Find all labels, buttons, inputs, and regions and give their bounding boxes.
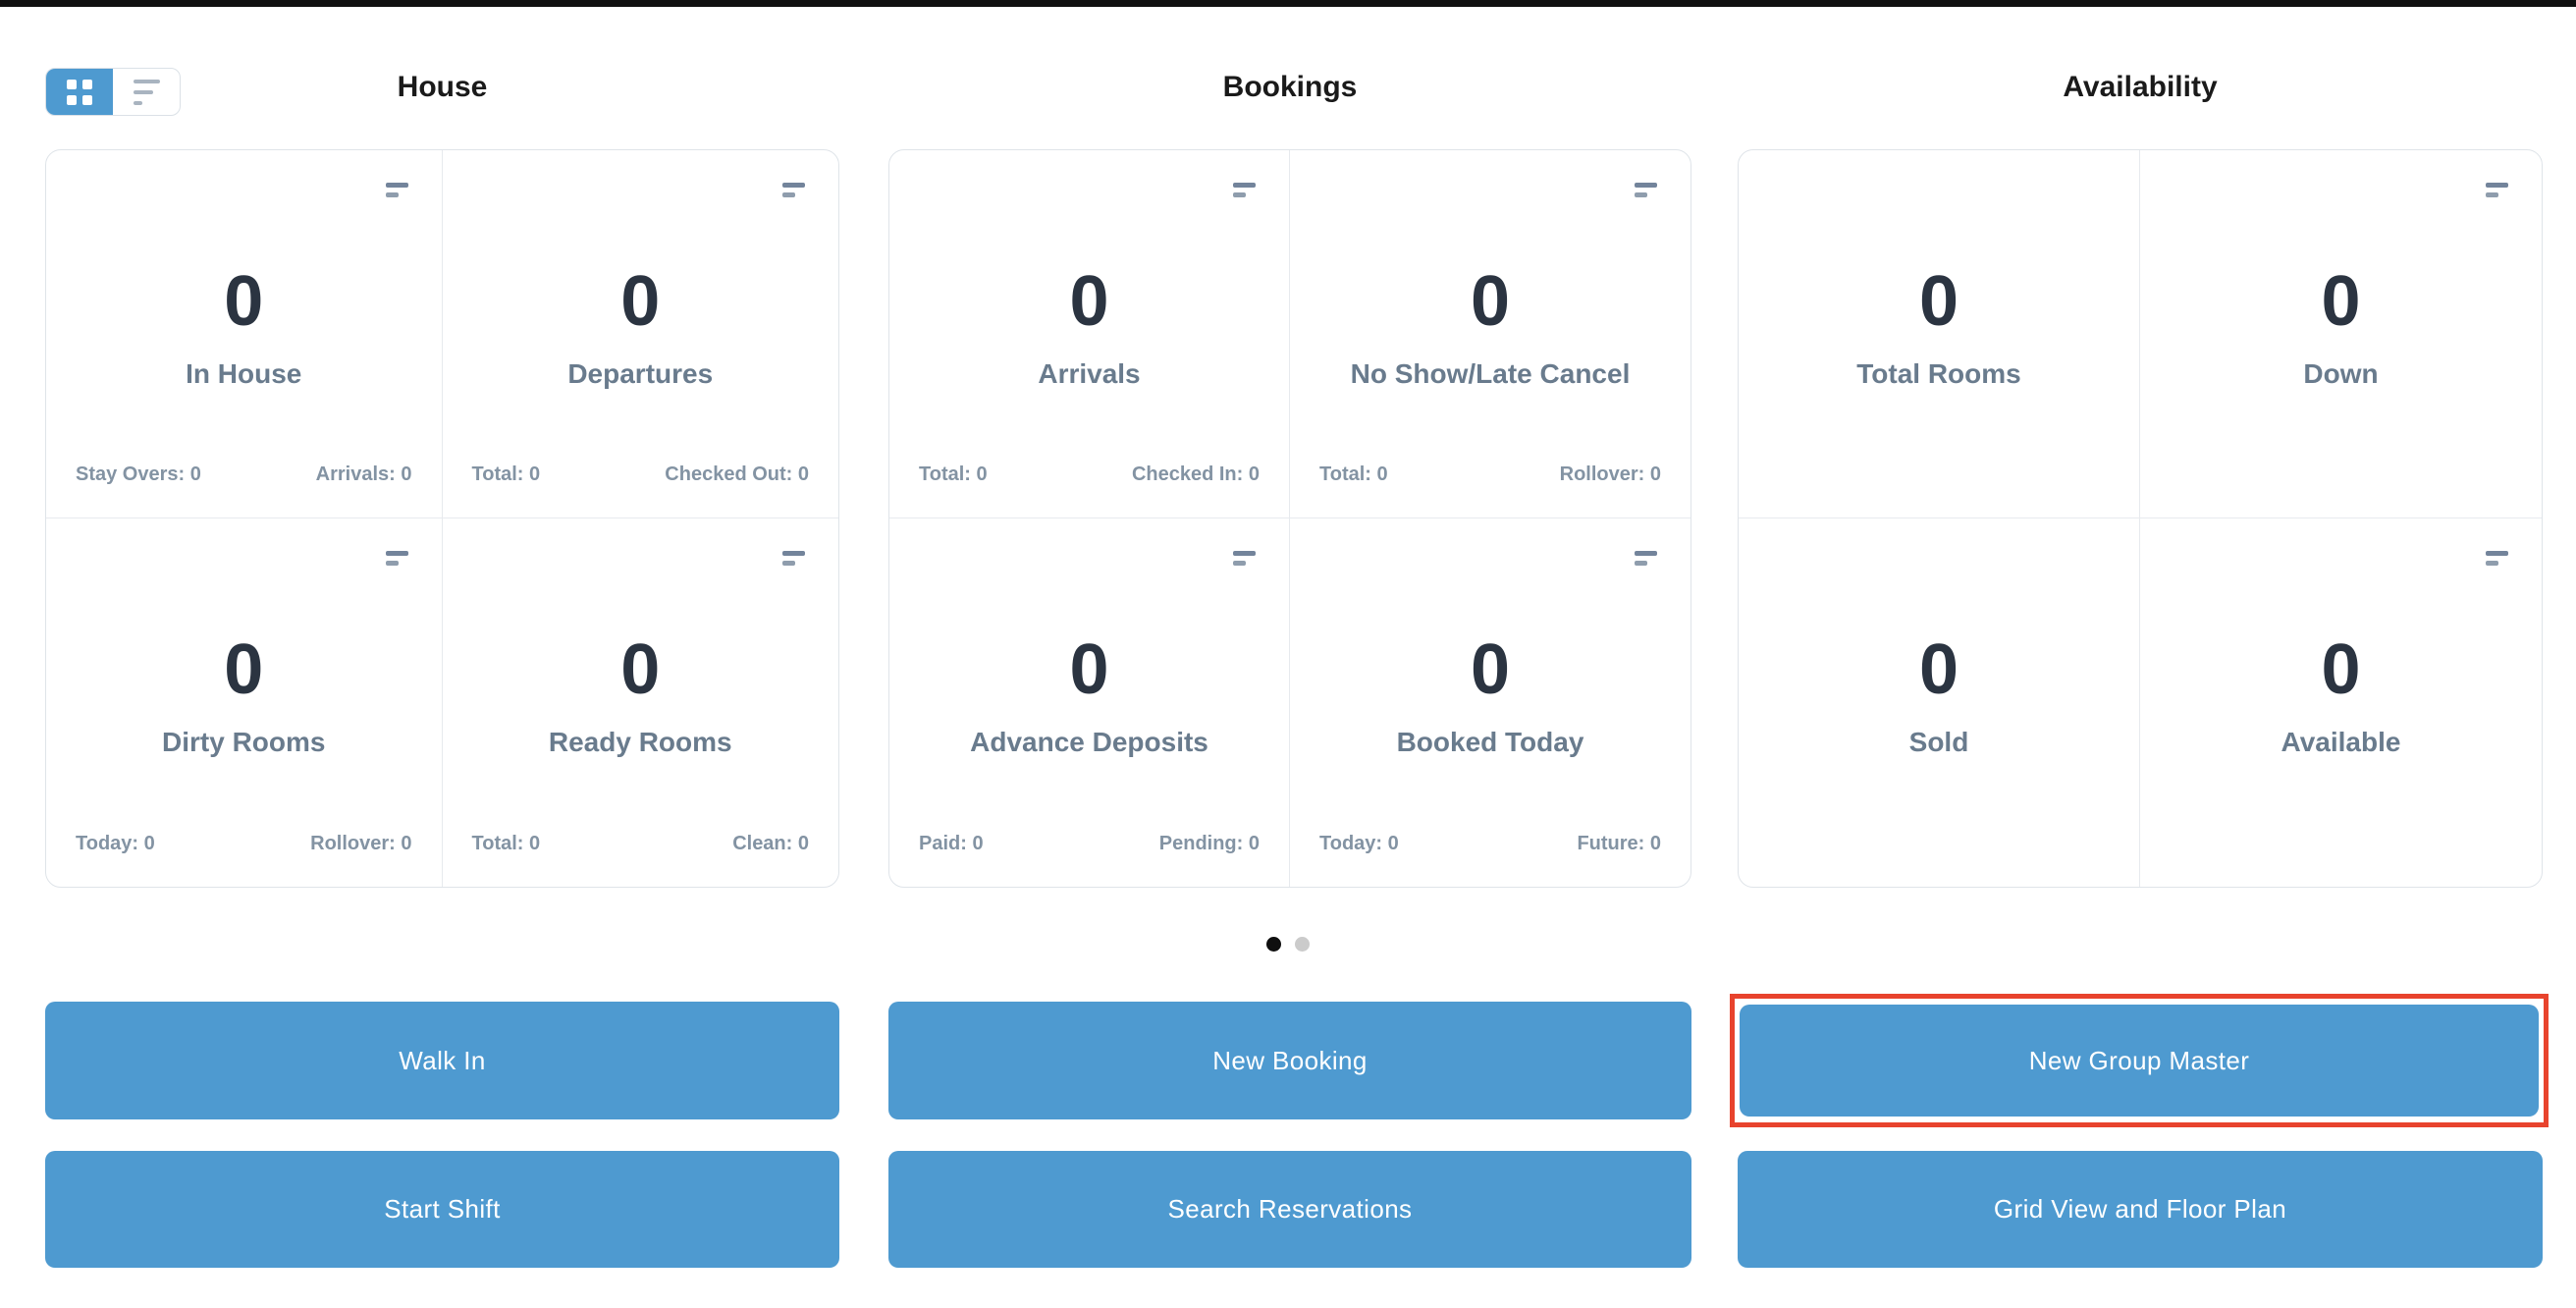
card-stats: Today: 0 Rollover: 0: [76, 833, 412, 855]
card-dirty-rooms[interactable]: 0 Dirty Rooms Today: 0 Rollover: 0: [46, 518, 443, 887]
card-label: Available: [2281, 727, 2401, 757]
card-advance-deposits[interactable]: 0 Advance Deposits Paid: 0 Pending: 0: [889, 518, 1290, 887]
list-view-button[interactable]: [113, 69, 180, 115]
stat-left: Total: 0: [919, 463, 988, 485]
stat-left: Paid: 0: [919, 833, 984, 854]
card-in-house[interactable]: 0 In House Stay Overs: 0 Arrivals: 0: [46, 150, 443, 518]
grid-view-floor-plan-button[interactable]: Grid View and Floor Plan: [1738, 1151, 2543, 1268]
card-value: 0: [2321, 630, 2361, 709]
stat-left: Total: 0: [1319, 463, 1388, 485]
stat-right: Pending: 0: [1158, 833, 1260, 854]
card-stats: Total: 0 Checked In: 0: [919, 463, 1260, 486]
carousel-dot-active[interactable]: [1266, 937, 1281, 952]
stat-right: Rollover: 0: [1559, 463, 1661, 485]
stat-left: Total: 0: [471, 463, 541, 485]
new-booking-button[interactable]: New Booking: [888, 1002, 1691, 1119]
card-label: Down: [2303, 358, 2379, 389]
card-stats: Paid: 0 Pending: 0: [919, 833, 1260, 855]
card-label: Ready Rooms: [548, 727, 732, 757]
card-value: 0: [1069, 630, 1109, 709]
card-menu-icon[interactable]: [385, 183, 408, 197]
card-sold[interactable]: 0 Sold: [1739, 518, 2140, 887]
card-menu-icon[interactable]: [1233, 551, 1256, 566]
bookings-panel: 0 Arrivals Total: 0 Checked In: 0 0 No S…: [888, 149, 1691, 888]
section-title-house: House: [397, 71, 488, 103]
card-menu-icon[interactable]: [1635, 551, 1657, 566]
stat-right: Future: 0: [1577, 833, 1661, 854]
grid-view-icon: [67, 79, 92, 105]
list-view-icon: [133, 79, 160, 105]
card-value: 0: [1470, 262, 1511, 341]
stat-right: Checked In: 0: [1131, 463, 1260, 485]
card-available[interactable]: 0 Available: [2140, 518, 2542, 887]
grid-view-button[interactable]: [46, 69, 113, 115]
card-label: In House: [186, 358, 302, 389]
card-total-rooms[interactable]: 0 Total Rooms: [1739, 150, 2140, 518]
card-menu-icon[interactable]: [782, 183, 805, 197]
card-label: Arrivals: [1038, 358, 1141, 389]
card-no-show-late-cancel[interactable]: 0 No Show/Late Cancel Total: 0 Rollover:…: [1290, 150, 1690, 518]
section-title-bookings: Bookings: [1222, 71, 1358, 103]
house-panel: 0 In House Stay Overs: 0 Arrivals: 0 0 D…: [45, 149, 839, 888]
card-arrivals[interactable]: 0 Arrivals Total: 0 Checked In: 0: [889, 150, 1290, 518]
stat-left: Today: 0: [76, 833, 155, 854]
card-value: 0: [1069, 262, 1109, 341]
card-stats: Today: 0 Future: 0: [1319, 833, 1661, 855]
card-value: 0: [1470, 630, 1511, 709]
card-label: Total Rooms: [1856, 358, 2021, 389]
card-menu-icon[interactable]: [782, 551, 805, 566]
availability-panel: 0 Total Rooms 0 Down 0 Sold 0 Available: [1738, 149, 2543, 888]
top-border-bar: [0, 0, 2576, 7]
card-value: 0: [224, 262, 264, 341]
card-menu-icon[interactable]: [1635, 183, 1657, 197]
card-departures[interactable]: 0 Departures Total: 0 Checked Out: 0: [442, 150, 838, 518]
stat-left: Today: 0: [1319, 833, 1399, 854]
card-stats: Total: 0 Rollover: 0: [1319, 463, 1661, 486]
card-menu-icon[interactable]: [2486, 551, 2508, 566]
stat-right: Checked Out: 0: [665, 463, 809, 485]
walk-in-button[interactable]: Walk In: [45, 1002, 839, 1119]
card-value: 0: [2321, 262, 2361, 341]
card-label: Booked Today: [1396, 727, 1584, 757]
stat-right: Arrivals: 0: [315, 463, 412, 485]
card-label: Dirty Rooms: [162, 727, 326, 757]
card-value: 0: [224, 630, 264, 709]
stat-right: Clean: 0: [732, 833, 809, 854]
stat-right: Rollover: 0: [310, 833, 412, 854]
card-ready-rooms[interactable]: 0 Ready Rooms Total: 0 Clean: 0: [443, 518, 839, 887]
card-label: Advance Deposits: [970, 727, 1208, 757]
card-value: 0: [1918, 630, 1959, 709]
card-label: No Show/Late Cancel: [1350, 358, 1631, 389]
card-label: Sold: [1908, 727, 1969, 757]
search-reservations-button[interactable]: Search Reservations: [888, 1151, 1691, 1268]
section-title-availability: Availability: [2063, 71, 2218, 103]
stat-left: Total: 0: [471, 833, 541, 854]
card-label: Departures: [567, 358, 714, 389]
card-stats: Total: 0 Clean: 0: [472, 833, 810, 855]
card-menu-icon[interactable]: [385, 551, 408, 566]
card-down[interactable]: 0 Down: [2140, 150, 2542, 518]
start-shift-button[interactable]: Start Shift: [45, 1151, 839, 1268]
card-menu-icon[interactable]: [1233, 183, 1256, 197]
card-booked-today[interactable]: 0 Booked Today Today: 0 Future: 0: [1290, 518, 1690, 887]
card-value: 0: [1918, 262, 1959, 341]
stat-left: Stay Overs: 0: [76, 463, 201, 485]
card-value: 0: [620, 630, 661, 709]
card-stats: Stay Overs: 0 Arrivals: 0: [76, 463, 412, 486]
carousel-dot[interactable]: [1295, 937, 1310, 952]
card-menu-icon[interactable]: [2486, 183, 2508, 197]
card-stats: Total: 0 Checked Out: 0: [472, 463, 810, 486]
view-mode-toggle: [45, 68, 181, 116]
new-group-master-button[interactable]: New Group Master: [1740, 1005, 2539, 1117]
carousel-dots: [0, 937, 2576, 952]
card-value: 0: [620, 262, 661, 341]
